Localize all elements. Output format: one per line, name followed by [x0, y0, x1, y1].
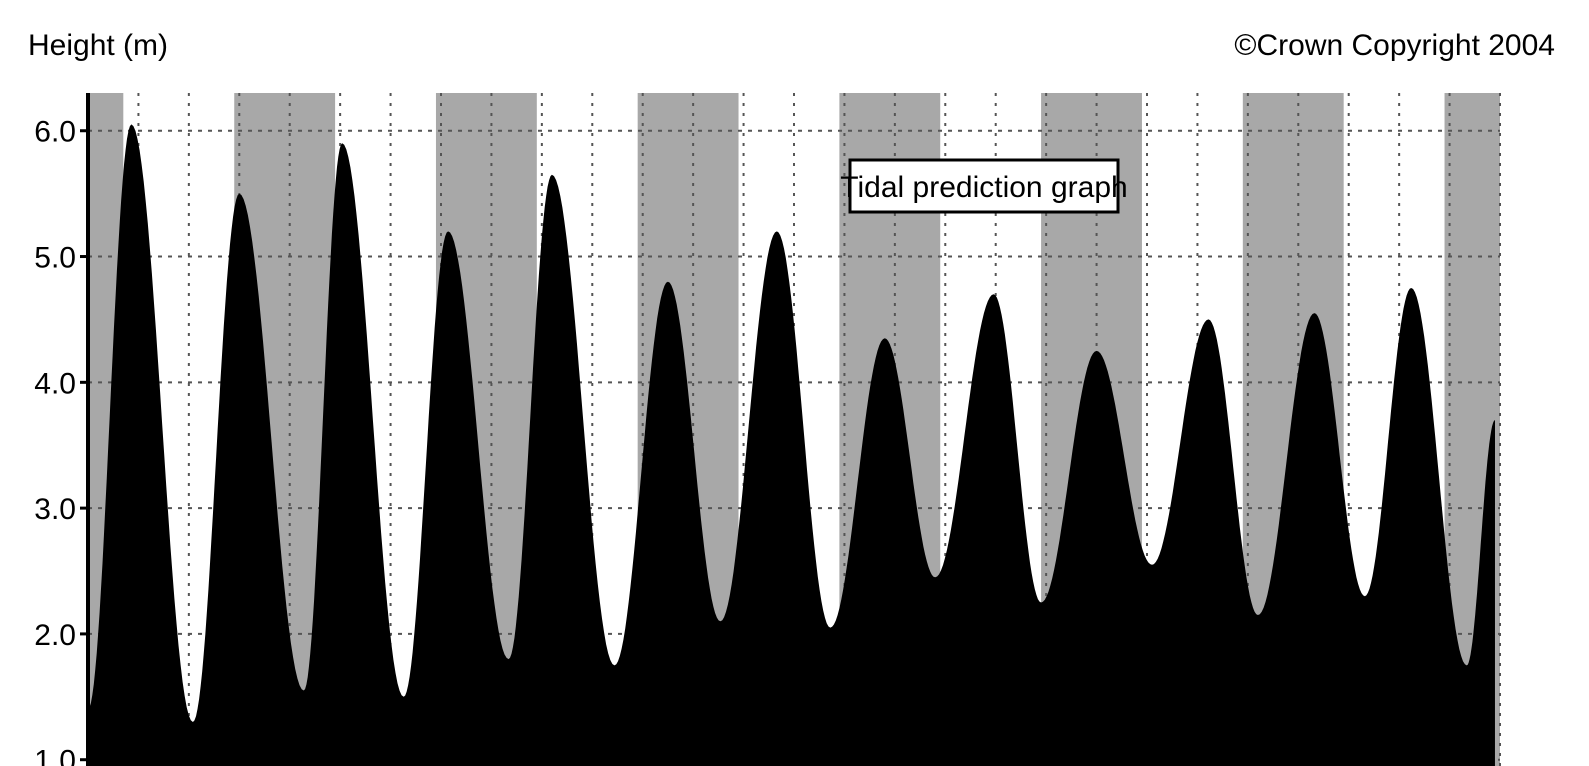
y-tick-label: 3.0: [34, 493, 76, 526]
annotation-frame: [848, 158, 1120, 214]
tide-series: [88, 124, 1495, 766]
y-tick-label: 1.0: [34, 745, 76, 766]
y-tick-label: 2.0: [34, 619, 76, 652]
annotation-box: Tidal prediction graph: [840, 158, 1128, 214]
y-tick-label: 5.0: [34, 242, 76, 275]
y-tick-label: 6.0: [34, 116, 76, 149]
y-axis: 1.0 2.0 3.0 4.0 5.0 6.0: [34, 93, 90, 766]
tide-area: [88, 124, 1495, 766]
copyright-text: ©Crown Copyright 2004: [1234, 29, 1555, 62]
annotation-label: Tidal prediction graph: [840, 171, 1127, 204]
y-axis-title: Height (m): [28, 29, 168, 62]
y-tick-label: 4.0: [34, 367, 76, 400]
